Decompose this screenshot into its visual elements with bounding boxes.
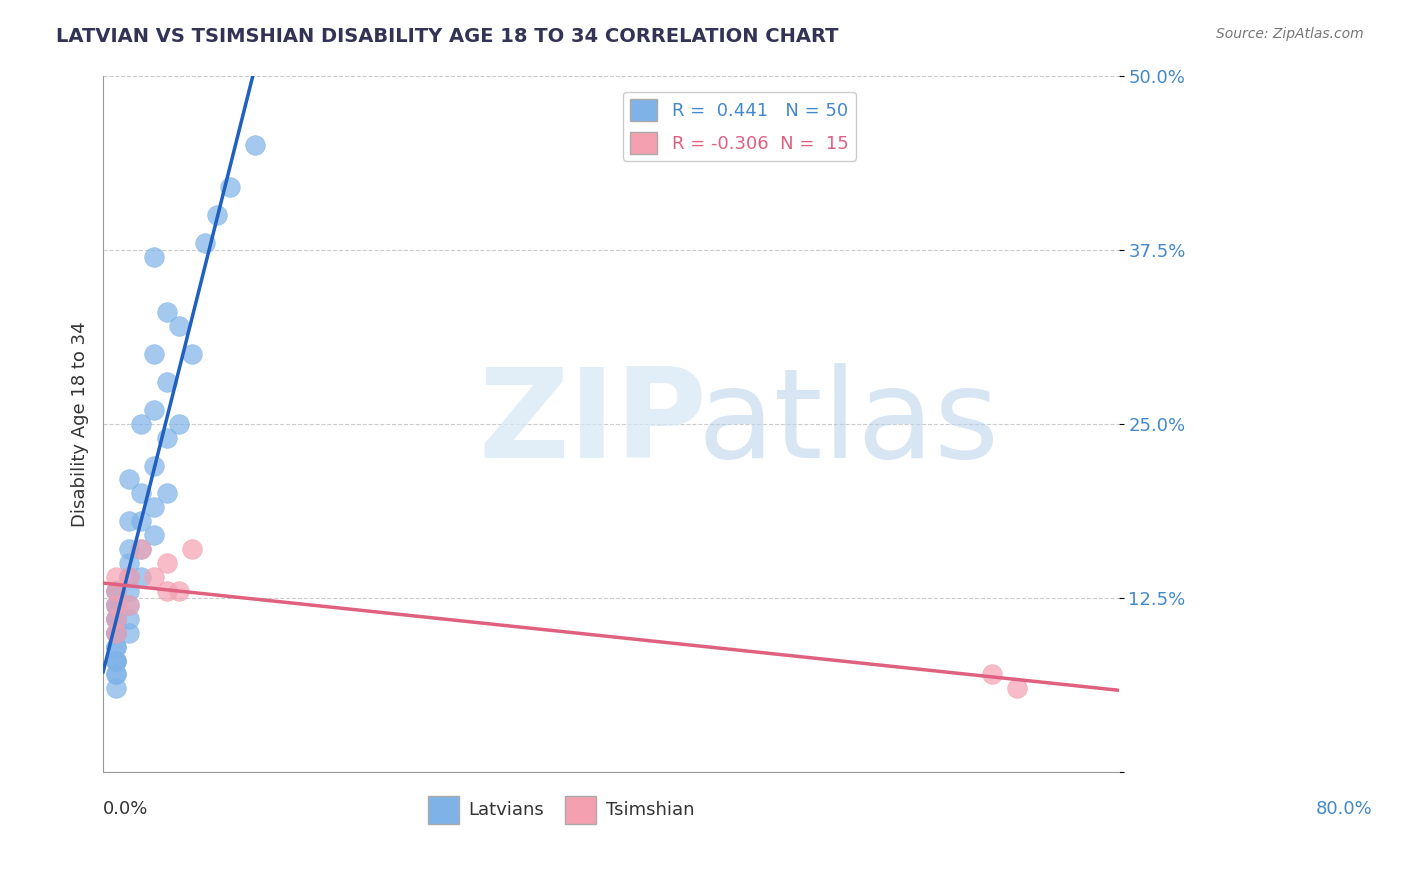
Point (219, 180, 242, 194)
Point (155, 583, 177, 598)
Point (129, 514, 152, 528)
Point (104, 654, 127, 668)
Point (155, 486, 177, 500)
Point (142, 347, 165, 361)
Text: LATVIAN VS TSIMSHIAN DISABILITY AGE 18 TO 34 CORRELATION CHART: LATVIAN VS TSIMSHIAN DISABILITY AGE 18 T… (56, 27, 839, 45)
Point (104, 612, 127, 626)
Point (104, 681, 127, 696)
Text: Source: ZipAtlas.com: Source: ZipAtlas.com (1216, 27, 1364, 41)
Point (142, 528, 165, 542)
Point (117, 542, 139, 557)
Point (104, 667, 127, 681)
Point (155, 375, 177, 389)
Point (155, 431, 177, 445)
Point (129, 542, 152, 557)
Point (117, 570, 139, 584)
Point (181, 542, 204, 557)
Point (169, 319, 191, 334)
Point (142, 500, 165, 515)
Text: Tsimshian: Tsimshian (606, 801, 695, 819)
Point (104, 583, 127, 598)
Point (104, 625, 127, 640)
Point (155, 556, 177, 570)
Point (142, 250, 165, 264)
Text: 0.0%: 0.0% (103, 800, 149, 818)
Point (104, 583, 127, 598)
Point (1005, 681, 1028, 696)
Point (169, 583, 191, 598)
Point (104, 640, 127, 654)
Point (104, 598, 127, 612)
Point (117, 570, 139, 584)
Point (104, 654, 127, 668)
Point (129, 570, 152, 584)
Legend: R =  0.441   N = 50, R = -0.306  N =  15: R = 0.441 N = 50, R = -0.306 N = 15 (623, 92, 856, 161)
Point (207, 208, 229, 222)
Text: 80.0%: 80.0% (1316, 800, 1372, 818)
Point (117, 583, 139, 598)
Point (181, 347, 204, 361)
Point (104, 570, 127, 584)
Point (169, 417, 191, 431)
Point (104, 598, 127, 612)
Point (104, 598, 127, 612)
Point (117, 625, 139, 640)
Point (155, 305, 177, 319)
Point (117, 612, 139, 626)
Text: Latvians: Latvians (468, 801, 544, 819)
Text: atlas: atlas (697, 363, 1000, 484)
Point (104, 583, 127, 598)
Point (104, 598, 127, 612)
Point (104, 640, 127, 654)
Point (980, 667, 1002, 681)
Point (245, 138, 267, 153)
Point (117, 514, 139, 528)
Point (129, 542, 152, 557)
Point (104, 625, 127, 640)
Point (104, 612, 127, 626)
Point (129, 417, 152, 431)
Text: ZIP: ZIP (479, 363, 707, 484)
Point (129, 486, 152, 500)
FancyBboxPatch shape (427, 797, 458, 824)
Y-axis label: Disability Age 18 to 34: Disability Age 18 to 34 (72, 321, 89, 526)
FancyBboxPatch shape (565, 797, 596, 824)
Point (194, 235, 217, 250)
Point (104, 654, 127, 668)
Point (104, 612, 127, 626)
Point (117, 556, 139, 570)
Point (104, 667, 127, 681)
Point (117, 473, 139, 487)
Point (104, 625, 127, 640)
Point (117, 598, 139, 612)
Point (117, 598, 139, 612)
Point (104, 612, 127, 626)
Point (142, 458, 165, 473)
Point (142, 402, 165, 417)
Point (104, 625, 127, 640)
Point (142, 570, 165, 584)
